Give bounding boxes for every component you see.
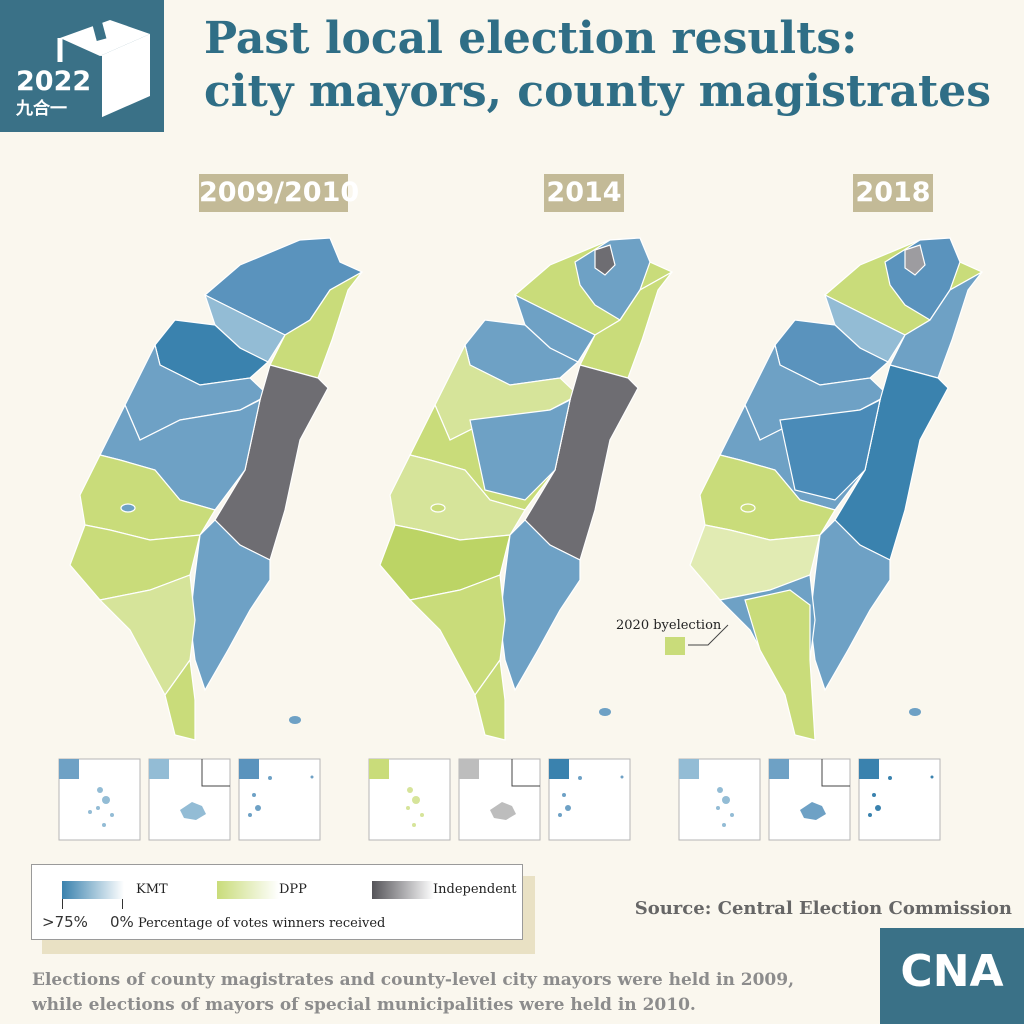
inset-boxes	[58, 758, 941, 841]
year-label-2009-2010: 2009/2010	[199, 174, 359, 212]
source-credit: Source: Central Election Commission	[634, 898, 1012, 919]
legend-dpp-label: DPP	[279, 882, 307, 897]
region-pingtung	[474, 658, 506, 741]
cna-logo-text: CNA	[900, 946, 1004, 997]
inset-islands	[88, 775, 934, 827]
title-line-1: Past local election results:	[204, 13, 858, 64]
logo-subtitle: 九合一	[16, 99, 67, 119]
footnote: Elections of county magistrates and coun…	[32, 968, 832, 1018]
inset-corner-marks	[201, 759, 850, 787]
region-kaohsiung	[98, 574, 196, 697]
region-taipei	[594, 244, 616, 276]
region-pingtung	[744, 589, 816, 741]
map-2018	[689, 237, 984, 741]
legend-dpp-gradient	[217, 881, 279, 899]
map-2014	[379, 237, 674, 741]
election-2022-logo: 2022 九合一	[0, 0, 164, 132]
byelection-swatch	[665, 637, 685, 655]
legend-kmt-label: KMT	[136, 882, 168, 897]
legend: KMT DPP Independent >75% 0% Percentage o…	[31, 864, 523, 940]
legend-scale-max: >75%	[42, 913, 88, 931]
map-2009-2010	[69, 237, 364, 741]
footnote-line-1: Elections of county magistrates and coun…	[32, 970, 795, 990]
region-pingtung	[164, 658, 196, 741]
footnote-line-2: while elections of mayors of special mun…	[32, 995, 696, 1015]
region-kaohsiung	[408, 574, 506, 697]
year-label-2018: 2018	[853, 174, 933, 212]
logo-year: 2022	[16, 66, 92, 97]
ballot-box-icon	[57, 19, 150, 118]
region-taipei	[904, 244, 926, 276]
page-title: Past local election results: city mayors…	[204, 12, 991, 118]
region-taitung	[809, 519, 891, 692]
legend-caption: Percentage of votes winners received	[138, 916, 386, 931]
cna-logo: CNA	[880, 928, 1024, 1024]
region-taitung	[499, 519, 581, 692]
legend-independent-label: Independent	[433, 882, 517, 897]
legend-independent-gradient	[372, 881, 434, 899]
byelection-leader-line	[688, 624, 729, 646]
year-label-2014: 2014	[544, 174, 624, 212]
inset-swatches	[59, 759, 879, 779]
legend-scale-min: 0%	[110, 913, 134, 931]
region-taitung	[189, 519, 271, 692]
byelection-label: 2020 byelection	[616, 618, 722, 633]
legend-kmt-gradient	[62, 881, 124, 899]
title-line-2: city mayors, county magistrates	[204, 66, 992, 117]
